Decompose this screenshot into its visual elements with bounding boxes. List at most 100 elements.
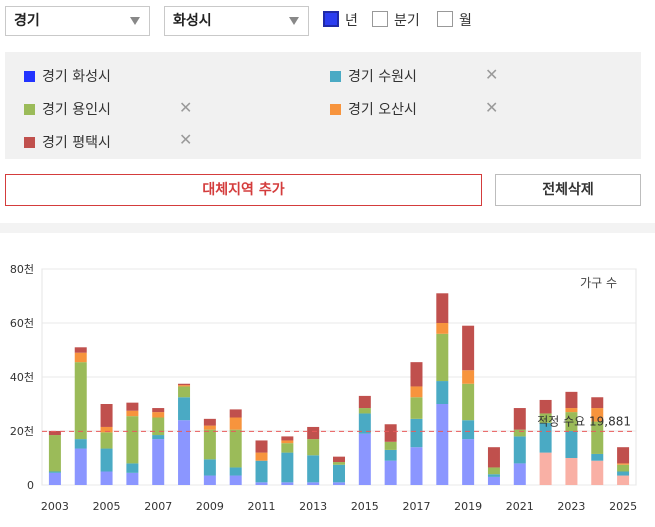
y-tick-label: 0 [27,479,34,492]
bar-segment [617,464,630,472]
checkbox-month[interactable] [437,11,453,27]
bar-segment [410,386,423,398]
bar-segment [591,408,604,422]
remove-yongin-button[interactable]: ✕ [179,98,193,117]
bar-segment [100,471,113,485]
city-select[interactable]: 화성시 [164,6,309,36]
reference-line-label: 적정 수요 19,881 [537,414,631,428]
bar-segment [178,397,191,421]
x-tick-label: 2005 [93,500,121,513]
bar-segment [203,475,216,485]
bar-segment [48,471,61,473]
bar-segment [126,410,139,417]
bar-segment [126,472,139,485]
bar-segment [617,447,630,464]
bar-segment [74,448,87,485]
legend-swatch [330,71,341,82]
bar-segment [152,435,165,440]
bar-segment [513,408,526,430]
bar-segment [152,439,165,485]
bar-segment [229,467,242,476]
y-tick-label: 80천 [10,262,34,276]
bar-segment [539,399,552,414]
legend-item-pyeongtaek: 경기 평택시 [24,132,111,152]
legend-label: 경기 평택시 [42,135,111,151]
bar-segment [539,422,552,453]
bar-segment [410,362,423,387]
legend-label: 경기 화성시 [42,69,111,85]
bar-segment [462,383,475,421]
legend-swatch [330,104,341,115]
bar-segment [281,440,294,444]
bar-segment [565,412,578,431]
x-tick-label: 2021 [506,500,534,513]
bar-segment [48,431,61,436]
remove-suwon-button[interactable]: ✕ [485,65,499,84]
x-tick-label: 2013 [299,500,327,513]
bar-segment [307,439,320,456]
bar-segment [74,362,87,440]
x-tick-label: 2007 [144,500,172,513]
bar-segment [178,385,191,387]
bar-segment [281,482,294,485]
bar-segment [539,413,552,423]
bar-segment [281,452,294,483]
legend-item-yongin: 경기 용인시 [24,99,111,119]
bar-segment [565,458,578,485]
bar-segment [410,397,423,419]
bar-segment [436,404,449,485]
checkbox-year[interactable] [323,11,339,27]
bar-segment [410,447,423,485]
bar-segment [333,462,345,465]
bar-segment [487,474,500,477]
remove-osan-button[interactable]: ✕ [485,98,499,117]
bar-segment [255,452,268,461]
checkbox-quarter[interactable] [372,11,388,27]
bar-segment [513,463,526,485]
region-legend-panel: 경기 화성시 경기 수원시 ✕ 경기 용인시 ✕ 경기 오산시 ✕ 경기 평택시… [5,52,641,159]
bar-segment [617,463,630,465]
bar-segment [203,459,216,476]
chevron-down-icon [289,17,299,25]
bar-segment [307,482,320,485]
bar-segment [48,472,61,485]
bar-segment [48,435,61,472]
legend-label: 경기 오산시 [348,102,417,118]
bar-segment [100,426,113,433]
bar-segment [333,464,345,483]
bar-segment [358,413,371,434]
bar-segment [565,391,578,409]
bar-segment [203,429,216,460]
bar-segment [358,433,371,485]
x-tick-label: 2011 [248,500,276,513]
checkbox-quarter-label: 분기 [394,13,420,29]
bar-segment [281,436,294,441]
bar-segment [74,352,87,363]
delete-all-button[interactable]: 전체삭제 [495,174,641,206]
bar-segment [384,424,397,442]
checkbox-year-label: 년 [345,13,358,29]
bar-segment [74,347,87,353]
legend-label: 경기 수원시 [348,69,417,85]
checkbox-month-label: 월 [459,13,472,29]
bar-segment [126,416,139,464]
bar-segment [358,408,371,414]
bar-segment [333,456,345,463]
bar-segment [281,443,294,453]
bar-segment [178,386,191,398]
bar-segment [100,448,113,472]
bar-segment [436,323,449,334]
bar-segment [462,439,475,485]
add-alternative-region-button[interactable]: 대체지역 추가 [5,174,482,206]
legend-item-suwon: 경기 수원시 [330,66,417,86]
bar-segment [178,420,191,485]
bar-segment [152,412,165,418]
remove-pyeongtaek-button[interactable]: ✕ [179,130,193,149]
x-tick-label: 2025 [609,500,637,513]
bar-segment [591,460,604,485]
chevron-down-icon [130,17,140,25]
x-tick-label: 2009 [196,500,224,513]
province-select[interactable]: 경기 [5,6,150,36]
bar-segment [255,460,268,483]
